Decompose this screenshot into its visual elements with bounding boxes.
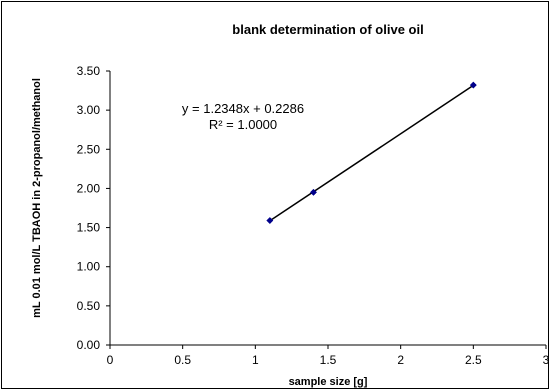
- y-tick-label: 2.50: [77, 142, 101, 156]
- x-axis-label: sample size [g]: [289, 376, 368, 388]
- y-ticks: 0.00 0.50 1.00 1.50 2.00 2.50 3.00 3.50: [77, 64, 110, 352]
- x-tick-label: 0.5: [174, 353, 191, 367]
- x-tick-label: 2: [397, 353, 404, 367]
- data-point: [266, 216, 274, 225]
- x-tick-label: 1.5: [320, 353, 337, 367]
- y-tick-label: 3.00: [77, 103, 101, 117]
- trendline-equation: y = 1.2348x + 0.2286: [182, 101, 304, 116]
- y-tick-label: 1.50: [77, 221, 101, 235]
- trendline: [269, 84, 474, 222]
- y-tick-label: 0.00: [77, 338, 101, 352]
- axes: [109, 71, 546, 346]
- y-tick-label: 3.50: [77, 64, 101, 78]
- x-tick-label: 3: [543, 353, 550, 367]
- chart-title: blank determination of olive oil: [232, 22, 423, 37]
- x-tick-label: 2.5: [465, 353, 482, 367]
- y-axis-label: mL 0.01 mol/L TBAOH in 2-propanol/methan…: [31, 78, 43, 318]
- y-tick-label: 1.00: [77, 260, 101, 274]
- y-tick-label: 2.00: [77, 181, 101, 195]
- y-tick-label: 0.50: [77, 299, 101, 313]
- data-point: [309, 188, 318, 196]
- x-ticks: 0 0.5 1 1.5 2 2.5 3: [107, 345, 550, 367]
- x-tick-label: 1: [252, 353, 259, 367]
- r-squared-label: R² = 1.0000: [209, 117, 277, 132]
- trendline-group: [269, 84, 474, 222]
- data-point: [469, 81, 477, 89]
- data-points: [266, 81, 477, 225]
- x-tick-label: 0: [107, 353, 114, 367]
